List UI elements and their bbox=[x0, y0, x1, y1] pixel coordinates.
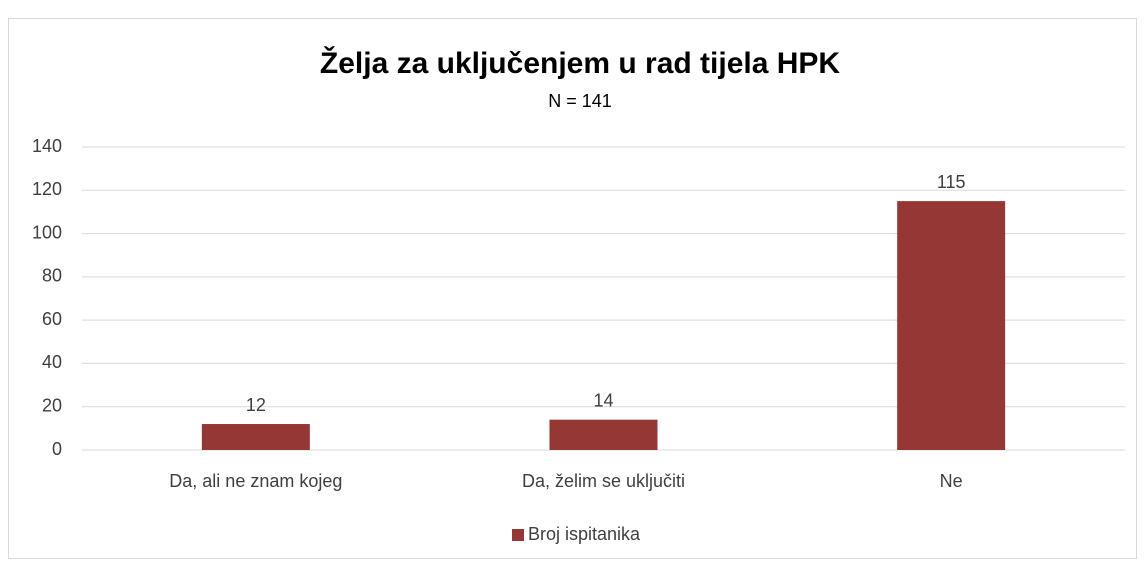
y-tick-label: 60 bbox=[42, 309, 62, 329]
bar bbox=[549, 419, 658, 450]
data-label: 14 bbox=[593, 390, 613, 410]
chart-title: Želja za uključenjem u rad tijela HPK bbox=[320, 46, 841, 80]
y-tick-label: 140 bbox=[32, 136, 62, 156]
bar bbox=[897, 201, 1006, 450]
y-tick-label: 20 bbox=[42, 395, 62, 415]
data-label: 12 bbox=[246, 395, 266, 415]
y-tick-label: 100 bbox=[32, 222, 62, 242]
y-tick-label: 80 bbox=[42, 266, 62, 286]
chart-subtitle: N = 141 bbox=[548, 91, 612, 111]
bar bbox=[201, 424, 310, 450]
legend-swatch bbox=[512, 529, 524, 541]
y-tick-label: 40 bbox=[42, 352, 62, 372]
data-label: 115 bbox=[937, 172, 966, 192]
x-tick-label: Da, ali ne znam kojeg bbox=[169, 471, 342, 491]
y-tick-label: 0 bbox=[52, 439, 62, 459]
y-tick-label: 120 bbox=[32, 179, 62, 199]
x-tick-label: Ne bbox=[940, 471, 963, 491]
x-tick-label: Da, želim se uključiti bbox=[522, 471, 685, 491]
legend-label: Broj ispitanika bbox=[528, 524, 641, 544]
